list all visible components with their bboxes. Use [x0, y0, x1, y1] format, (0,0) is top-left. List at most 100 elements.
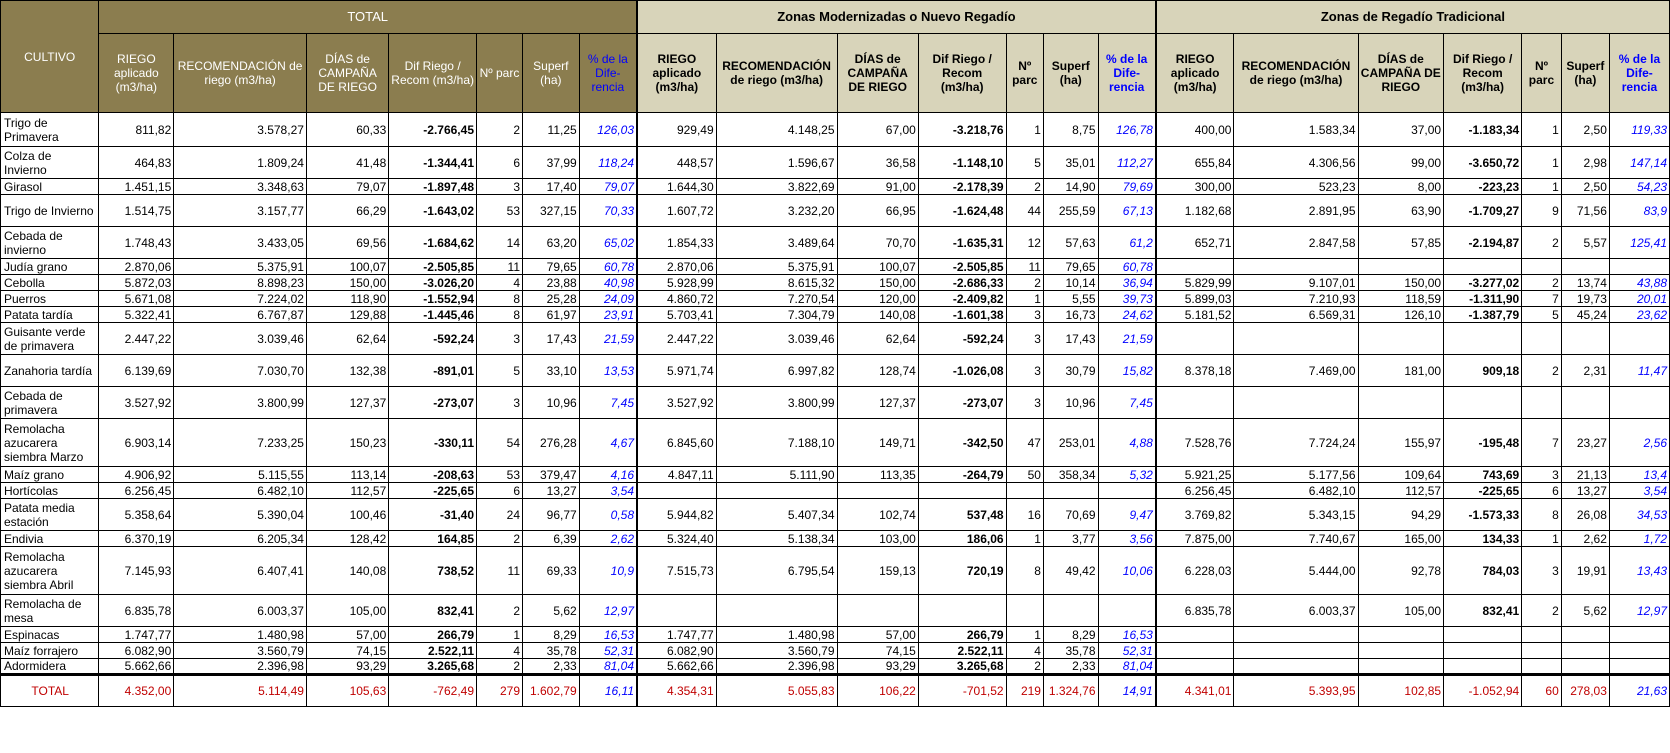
- cell-g-trad-superf: [1560, 322, 1610, 355]
- table-body: Trigo de Primavera 811,82 3.578,27 60,33 -2.…: [0, 112, 1670, 707]
- cell-g-trad-pct: 119,33: [1608, 112, 1670, 147]
- cell-g-mod-superf: 49,42: [1042, 546, 1099, 595]
- header-g-trad-nparc: Nº parc: [1521, 33, 1562, 113]
- cell-g-mod-recomendacion: 6.795,54: [715, 546, 838, 595]
- cell-g-mod-dias: [836, 482, 919, 499]
- cell-g-trad-recomendacion: 2.891,95: [1233, 194, 1359, 227]
- cell-g-mod-dias: 120,00: [836, 290, 919, 307]
- crop-name: Remolacha azucarera siembra Marzo: [0, 418, 100, 467]
- cell-g-mod-pct: 79,69: [1097, 178, 1157, 195]
- cell-g-mod-dif: -2.409,82: [917, 290, 1007, 307]
- cell-g-total-riego: 2.447,22: [98, 322, 175, 355]
- cell-g-mod-dias: 70,70: [836, 226, 919, 259]
- cell-g-total-dias: 140,08: [305, 546, 390, 595]
- cell-g-total-nparc: 2: [476, 658, 523, 675]
- total-g-total-riego: 4.352,00: [98, 673, 175, 707]
- cell-g-trad-dif: -3.650,72: [1443, 146, 1523, 179]
- cell-g-total-recomendacion: 6.407,41: [173, 546, 307, 595]
- cell-g-mod-nparc: [1005, 594, 1044, 627]
- cell-g-trad-pct: 13,43: [1608, 546, 1670, 595]
- total-g-trad-recomendacion: 5.393,95: [1233, 673, 1359, 707]
- cell-g-total-recomendacion: 5.115,55: [173, 466, 307, 483]
- cell-g-trad-dif: -1.183,34: [1443, 112, 1523, 147]
- cell-g-mod-nparc: 2: [1005, 178, 1044, 195]
- crop-name: Girasol: [0, 178, 100, 195]
- cell-g-total-superf: 2,33: [522, 658, 580, 675]
- cell-g-mod-nparc: 3: [1005, 386, 1044, 419]
- cell-g-mod-nparc: 2: [1005, 658, 1044, 675]
- cell-g-total-recomendacion: 3.039,46: [173, 322, 307, 355]
- cell-g-mod-recomendacion: 3.232,20: [715, 194, 838, 227]
- cell-g-trad-recomendacion: 7.740,67: [1233, 530, 1359, 547]
- cell-g-trad-riego: 6.228,03: [1154, 546, 1235, 595]
- cell-g-total-riego: 4.906,92: [98, 466, 175, 483]
- cell-g-trad-superf: [1560, 642, 1610, 659]
- cell-g-total-pct: 40,98: [578, 274, 638, 291]
- cell-g-trad-nparc: 5: [1521, 306, 1562, 323]
- cell-g-mod-dias: 74,15: [836, 642, 919, 659]
- cell-g-total-dif: -1.344,41: [388, 146, 477, 179]
- cell-g-total-riego: 6.903,14: [98, 418, 175, 467]
- cell-g-trad-superf: 2,50: [1560, 178, 1610, 195]
- crop-name: Judía grano: [0, 258, 100, 275]
- cell-g-trad-pct: 3,54: [1608, 482, 1670, 499]
- cell-g-trad-superf: 23,27: [1560, 418, 1610, 467]
- cell-g-trad-superf: [1560, 658, 1610, 675]
- cell-g-total-nparc: 3: [476, 386, 523, 419]
- cell-g-mod-superf: 35,01: [1042, 146, 1099, 179]
- cell-g-trad-pct: [1608, 322, 1670, 355]
- cell-g-total-riego: 6.370,19: [98, 530, 175, 547]
- cell-g-total-dif: 2.522,11: [388, 642, 477, 659]
- cell-g-trad-recomendacion: 2.847,58: [1233, 226, 1359, 259]
- cell-g-trad-recomendacion: 4.306,56: [1233, 146, 1359, 179]
- cell-g-total-dias: 62,64: [305, 322, 390, 355]
- header-g-mod-dif: Dif Riego / Recom (m3/ha): [917, 33, 1007, 113]
- cell-g-mod-nparc: 5: [1005, 146, 1044, 179]
- cell-g-total-nparc: 24: [476, 498, 523, 531]
- cell-g-trad-dias: [1357, 386, 1445, 419]
- cell-g-mod-dias: 93,29: [836, 658, 919, 675]
- cell-g-mod-pct: 39,73: [1097, 290, 1157, 307]
- header-g-total-nparc: Nº parc: [476, 33, 523, 113]
- cell-g-trad-superf: 19,73: [1560, 290, 1610, 307]
- total-g-trad-riego: 4.341,01: [1154, 673, 1235, 707]
- table-row: Cebolla 5.872,03 8.898,23 150,00 -3.026,20 4 2…: [0, 274, 1670, 291]
- cell-g-total-dias: 150,23: [305, 418, 390, 467]
- cell-g-trad-dif: 784,03: [1443, 546, 1523, 595]
- total-g-total-superf: 1.602,79: [522, 673, 580, 707]
- cell-g-trad-dif: -1.709,27: [1443, 194, 1523, 227]
- cell-g-trad-dias: 155,97: [1357, 418, 1445, 467]
- cell-g-trad-dif: 743,69: [1443, 466, 1523, 483]
- total-g-mod-recomendacion: 5.055,83: [715, 673, 838, 707]
- cell-g-mod-superf: 5,55: [1042, 290, 1099, 307]
- cell-g-mod-pct: 24,62: [1097, 306, 1157, 323]
- cell-g-mod-riego: 1.854,33: [635, 226, 717, 259]
- cell-g-total-pct: 16,53: [578, 626, 638, 643]
- cell-g-trad-nparc: [1521, 658, 1562, 675]
- cell-g-mod-pct: 52,31: [1097, 642, 1157, 659]
- cell-g-trad-superf: [1560, 258, 1610, 275]
- cell-g-total-recomendacion: 3.578,27: [173, 112, 307, 147]
- cell-g-mod-nparc: 1: [1005, 626, 1044, 643]
- cell-g-trad-dias: 8,00: [1357, 178, 1445, 195]
- cell-g-total-superf: 17,43: [522, 322, 580, 355]
- header-g-total-pct: % de la Dife-rencia: [578, 33, 638, 113]
- cell-g-mod-recomendacion: 5.375,91: [715, 258, 838, 275]
- cell-g-mod-recomendacion: [715, 594, 838, 627]
- cell-g-total-superf: 5,62: [522, 594, 580, 627]
- cell-g-mod-nparc: 44: [1005, 194, 1044, 227]
- cell-g-trad-nparc: 6: [1521, 482, 1562, 499]
- cell-g-total-superf: 69,33: [522, 546, 580, 595]
- irrigation-table: CULTIVO TOTAL Zonas Modernizadas o Nuevo…: [0, 0, 1670, 707]
- header-g-mod-superf: Superf (ha): [1042, 33, 1099, 113]
- cell-g-total-pct: 65,02: [578, 226, 638, 259]
- cell-g-mod-recomendacion: 2.396,98: [715, 658, 838, 675]
- cell-g-mod-superf: 8,29: [1042, 626, 1099, 643]
- cell-g-total-superf: 33,10: [522, 354, 580, 387]
- cell-g-total-recomendacion: 3.800,99: [173, 386, 307, 419]
- cell-g-trad-dif: [1443, 322, 1523, 355]
- cell-g-mod-superf: 17,43: [1042, 322, 1099, 355]
- cell-g-mod-dias: 67,00: [836, 112, 919, 147]
- cell-g-mod-dias: 36,58: [836, 146, 919, 179]
- cell-g-total-riego: 2.870,06: [98, 258, 175, 275]
